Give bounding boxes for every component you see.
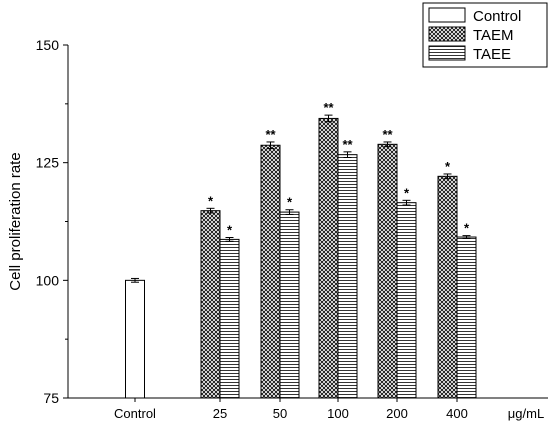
x-tick-label: Control bbox=[114, 406, 156, 421]
x-tick-label: 400 bbox=[446, 406, 468, 421]
legend-label-taee: TAEE bbox=[473, 46, 511, 63]
bar-taem-100 bbox=[318, 117, 339, 399]
bar-taem-25 bbox=[200, 210, 221, 399]
legend-swatch-taem bbox=[428, 26, 466, 42]
bar-taee-50 bbox=[279, 211, 300, 399]
significance-marker: ** bbox=[342, 137, 353, 152]
bar-taee-25 bbox=[219, 238, 240, 399]
significance-marker: * bbox=[227, 223, 233, 238]
significance-marker: * bbox=[287, 195, 293, 210]
x-unit-label: μg/mL bbox=[508, 406, 544, 421]
bar-taem-400 bbox=[437, 175, 458, 399]
x-tick-label: 50 bbox=[273, 406, 287, 421]
bar-taem-50 bbox=[260, 144, 281, 399]
significance-marker: * bbox=[404, 185, 410, 200]
x-tick-label: 200 bbox=[386, 406, 408, 421]
bar-control-control bbox=[125, 279, 145, 399]
plot-area: 75 100 125 150 Cell proliferation rate Contro… bbox=[7, 37, 548, 421]
y-tick-label: 150 bbox=[36, 37, 60, 53]
y-axis-label: Cell proliferation rate bbox=[7, 152, 24, 290]
bar-taee-400 bbox=[456, 236, 477, 399]
legend-label-control: Control bbox=[473, 8, 521, 25]
bar-taee-100 bbox=[337, 154, 358, 399]
significance-marker: * bbox=[445, 159, 451, 174]
legend: Control TAEM TAEE bbox=[422, 2, 548, 68]
y-tick-label: 100 bbox=[36, 272, 60, 288]
bar-taem-200 bbox=[377, 143, 398, 399]
legend-swatch-control bbox=[428, 7, 466, 23]
significance-marker: * bbox=[208, 193, 214, 208]
x-tick-label: 100 bbox=[327, 406, 349, 421]
legend-swatch-taee bbox=[428, 45, 466, 61]
significance-marker: ** bbox=[265, 127, 276, 142]
y-tick-label: 75 bbox=[43, 390, 59, 406]
x-tick-label: 25 bbox=[213, 406, 227, 421]
bar-taee-200 bbox=[396, 202, 417, 399]
significance-marker: ** bbox=[323, 100, 334, 115]
legend-label-taem: TAEM bbox=[473, 27, 514, 44]
significance-marker: * bbox=[464, 221, 470, 236]
significance-marker: ** bbox=[382, 127, 393, 142]
y-tick-label: 125 bbox=[36, 155, 60, 171]
